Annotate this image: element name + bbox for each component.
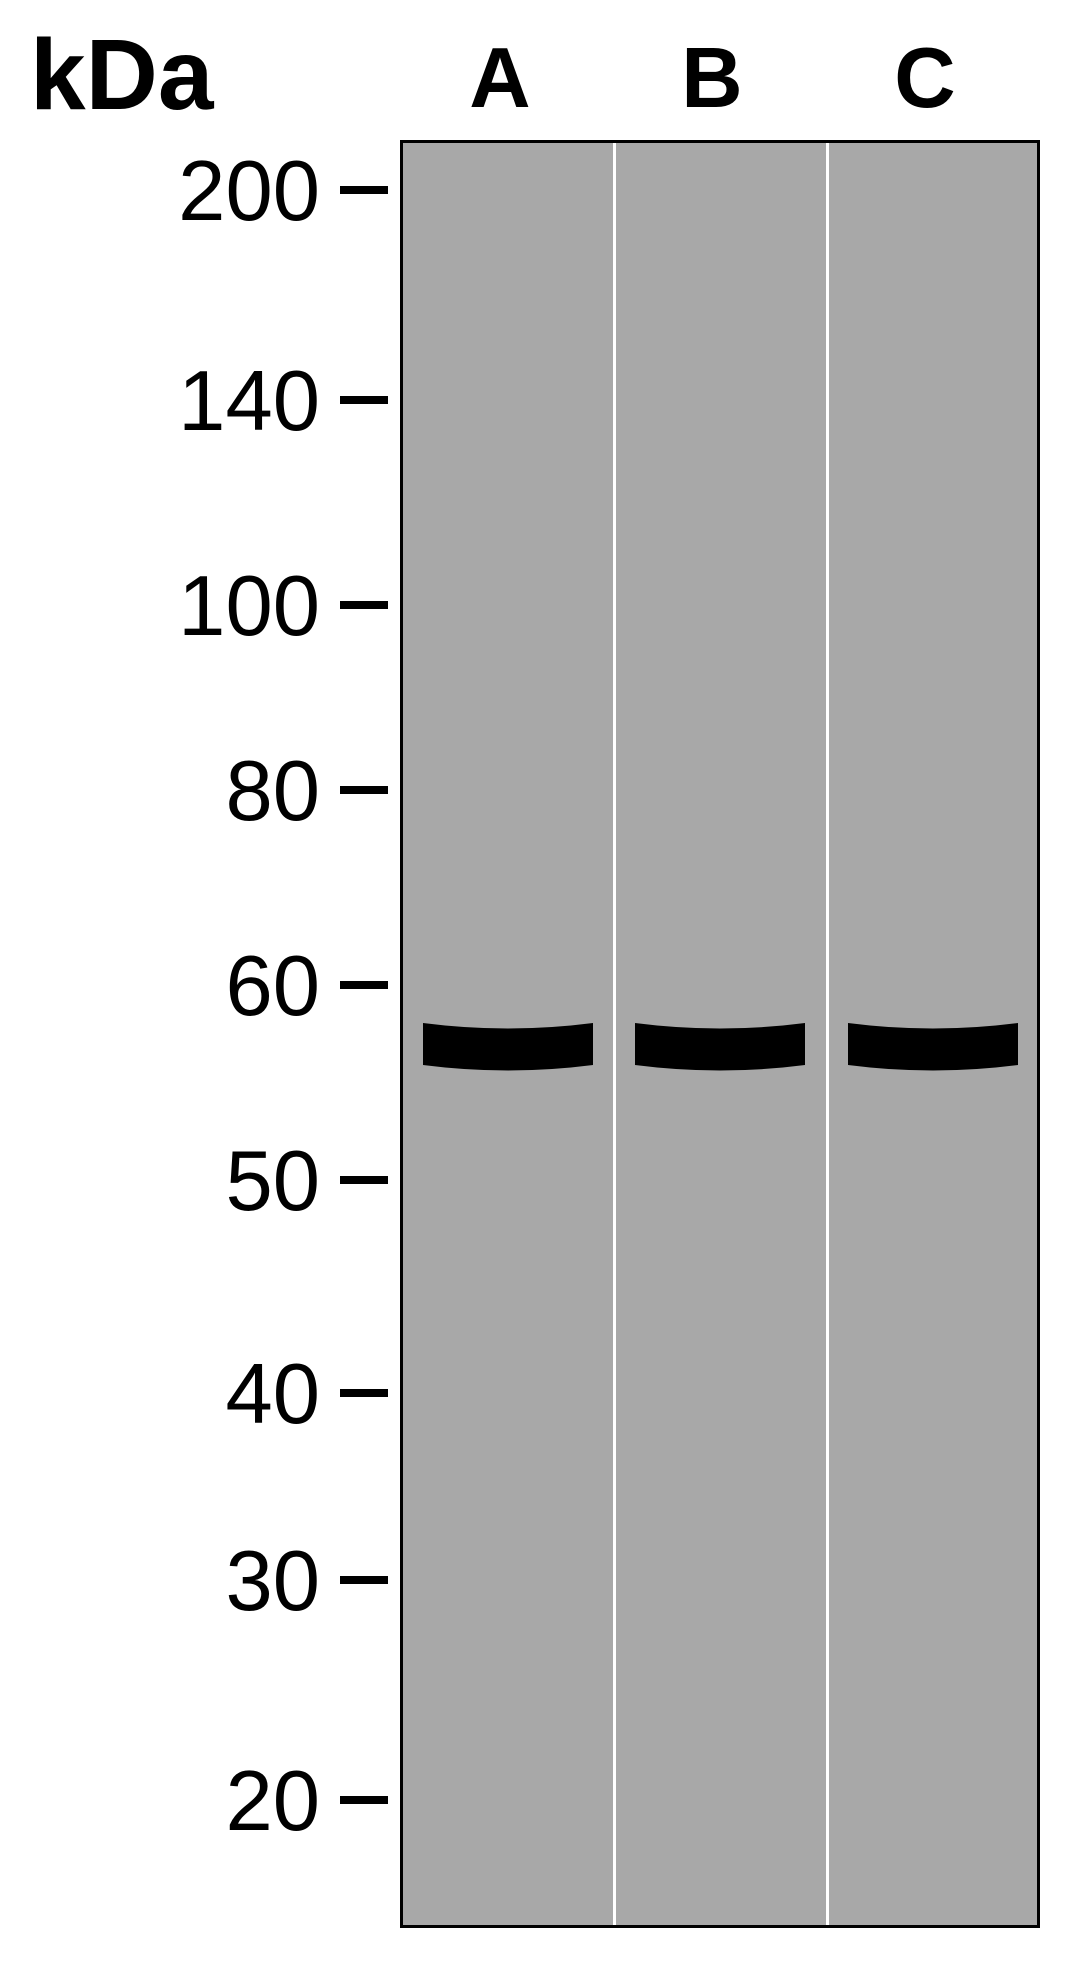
tick-mark bbox=[340, 1576, 388, 1584]
lane-label-a: A bbox=[450, 30, 550, 128]
tick-label-140: 140 bbox=[60, 353, 320, 451]
tick-mark bbox=[340, 601, 388, 609]
tick-mark bbox=[340, 981, 388, 989]
tick-label-30: 30 bbox=[60, 1533, 320, 1631]
tick-label-80: 80 bbox=[60, 743, 320, 841]
tick-mark bbox=[340, 396, 388, 404]
protein-band bbox=[635, 1023, 805, 1076]
tick-mark bbox=[340, 1389, 388, 1397]
lane-divider bbox=[613, 143, 616, 1925]
western-blot-image bbox=[400, 140, 1040, 1928]
tick-label-60: 60 bbox=[60, 938, 320, 1036]
tick-label-100: 100 bbox=[60, 558, 320, 656]
tick-label-20: 20 bbox=[60, 1753, 320, 1851]
lane-label-c: C bbox=[875, 30, 975, 128]
protein-band bbox=[848, 1023, 1018, 1076]
axis-label-kda: kDa bbox=[30, 18, 213, 133]
lane-divider bbox=[826, 143, 829, 1925]
tick-label-200: 200 bbox=[60, 143, 320, 241]
tick-mark bbox=[340, 1176, 388, 1184]
tick-label-40: 40 bbox=[60, 1346, 320, 1444]
tick-mark bbox=[340, 786, 388, 794]
protein-band bbox=[423, 1023, 593, 1076]
lane-label-b: B bbox=[662, 30, 762, 128]
tick-mark bbox=[340, 186, 388, 194]
tick-mark bbox=[340, 1796, 388, 1804]
tick-label-50: 50 bbox=[60, 1133, 320, 1231]
